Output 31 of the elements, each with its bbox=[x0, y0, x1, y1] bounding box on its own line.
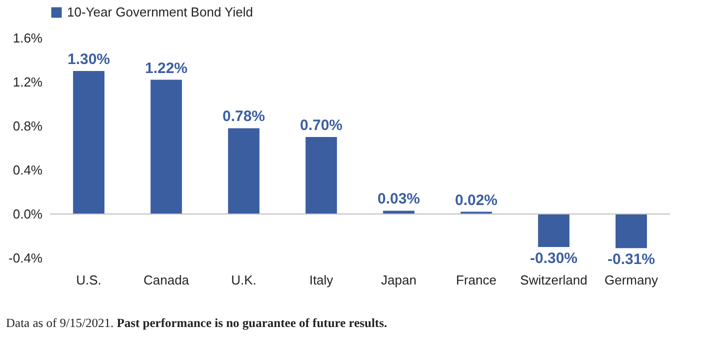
bar bbox=[150, 80, 182, 214]
y-tick-label: 0.4% bbox=[12, 162, 43, 178]
data-label: -0.30% bbox=[530, 250, 578, 267]
data-label: -0.31% bbox=[607, 251, 656, 268]
x-tick-label: Switzerland bbox=[520, 272, 588, 288]
text: Data as of 9/15/2021. bbox=[6, 316, 114, 330]
text: Past performance is no guarantee of future results. bbox=[116, 316, 388, 330]
x-tick-label: Germany bbox=[604, 272, 658, 288]
x-tick-label: Canada bbox=[143, 272, 190, 288]
bar bbox=[73, 71, 104, 214]
data-label: 1.22% bbox=[144, 60, 188, 77]
x-tick-label: France bbox=[456, 272, 496, 288]
y-tick-label: 1.2% bbox=[12, 74, 43, 90]
data-label: 0.02% bbox=[454, 192, 498, 209]
y-tick-label: 0.8% bbox=[12, 118, 43, 134]
y-tick-label: 0.0% bbox=[12, 206, 43, 222]
y-tick-label: 1.6% bbox=[12, 30, 43, 46]
data-label: 0.70% bbox=[300, 117, 343, 134]
bar bbox=[228, 128, 260, 214]
legend-label: 10-Year Government Bond Yield bbox=[67, 4, 253, 20]
bar bbox=[306, 137, 337, 214]
data-label: 1.30% bbox=[67, 51, 110, 68]
bar bbox=[538, 214, 570, 247]
y-tick-label: -0.4% bbox=[8, 250, 43, 266]
x-tick-label: U.S. bbox=[76, 272, 102, 288]
x-tick-label: Italy bbox=[309, 272, 334, 288]
bar bbox=[616, 214, 647, 248]
data-label: 0.03% bbox=[377, 190, 420, 208]
x-tick-label: Japan bbox=[381, 272, 416, 288]
data-label: 0.78% bbox=[222, 108, 266, 126]
x-tick-label: U.K. bbox=[231, 272, 256, 288]
